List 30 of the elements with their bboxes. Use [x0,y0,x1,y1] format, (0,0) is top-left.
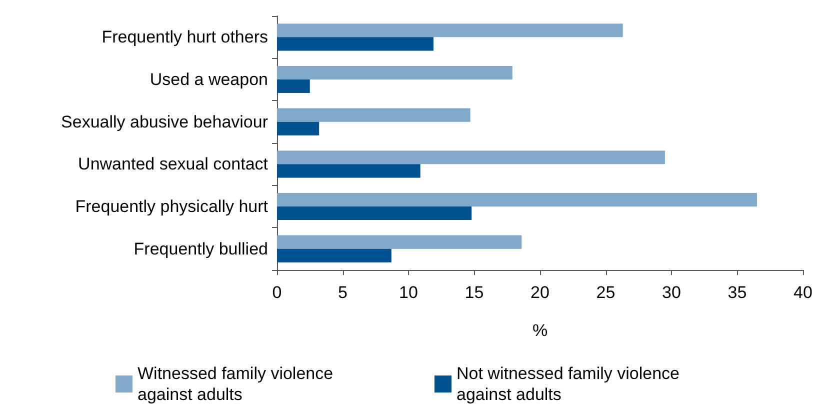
bar [277,122,320,136]
bar [277,80,310,94]
bar [277,248,392,262]
bar [277,24,623,38]
x-axis-title: % [532,321,548,340]
bar [277,150,665,164]
legend-label: Witnessed family violence against adults [138,364,338,404]
bar [277,206,472,220]
y-tick-label: Sexually abusive behaviour [61,112,268,132]
bar [277,37,434,51]
x-tick-label: 35 [728,283,747,302]
x-tick-label: 10 [399,283,418,302]
bar [277,164,420,178]
y-tick-label: Frequently physically hurt [75,197,268,216]
x-tick-label: 15 [464,283,484,302]
y-tick-label: Unwanted sexual contact [78,154,268,174]
legend-label: Not witnessed family violence against adults [456,364,684,404]
x-tick-label: 0 [272,283,282,302]
x-tick-label: 5 [338,283,348,302]
x-tick-label: 20 [530,283,550,302]
x-tick-label: 40 [794,283,812,302]
y-tick-label: Frequently bullied [134,239,268,258]
x-tick-label: 25 [596,283,616,302]
x-tick-label: 30 [662,283,681,302]
y-tick-label: Frequently hurt others [102,28,268,47]
bar [277,192,757,206]
y-tick-label: Used a weapon [150,70,268,89]
bar [277,66,512,80]
bar [277,108,470,122]
bar [277,235,522,249]
